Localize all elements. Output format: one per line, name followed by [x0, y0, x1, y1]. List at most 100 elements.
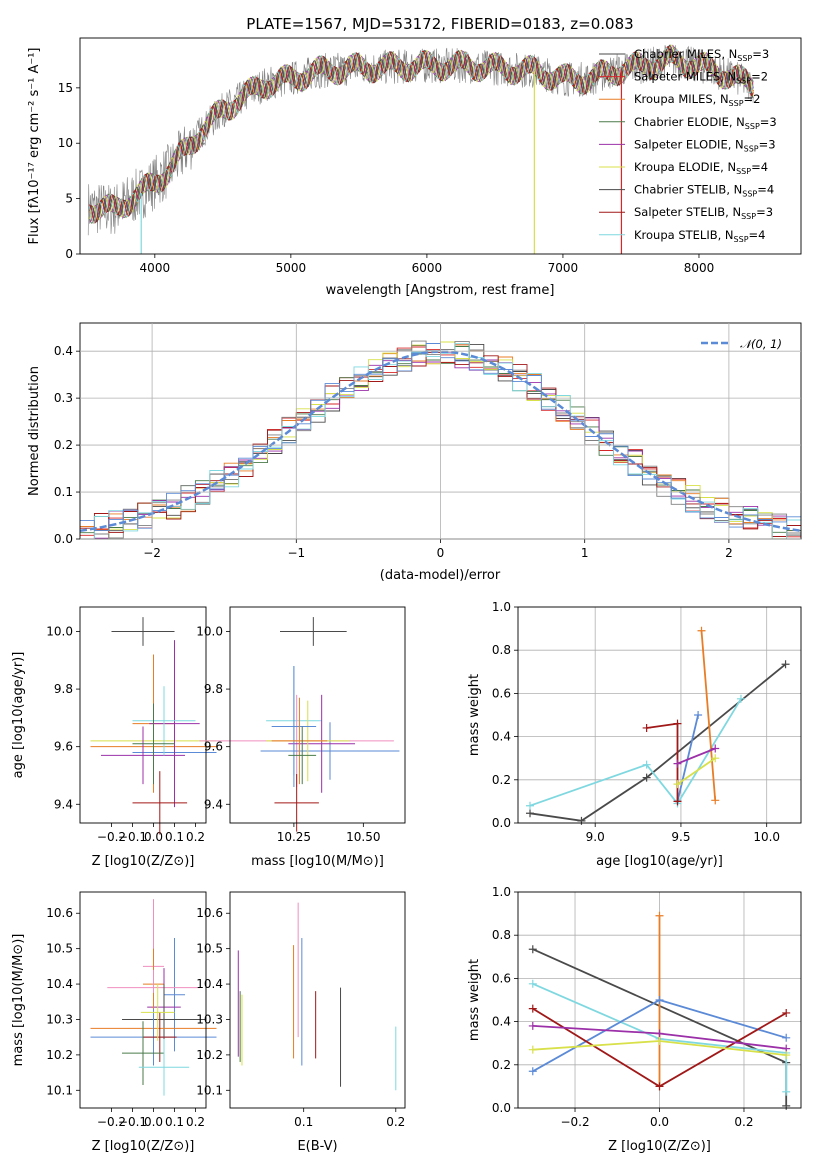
series-line-2	[700, 630, 717, 801]
model-spectrum-8	[89, 47, 754, 225]
legend-n: =3	[760, 115, 777, 129]
mass-vs-ebv-panel: 0.1 0.2 10.1 10.2 10.3 10.4 10.5 10.6 E(B-V)	[196, 891, 406, 1154]
age-vs-mass-panel-frame	[229, 606, 406, 824]
y-tick-label: 10.2	[46, 1048, 73, 1062]
y-tick-label: 9.6	[204, 740, 223, 754]
x-tick-label: 4000	[140, 261, 171, 275]
y-tick-label: 0.0	[54, 532, 73, 546]
y-tick-label: 10.5	[46, 942, 73, 956]
x-tick-label: 0.2	[386, 1115, 405, 1129]
x-tick-label: −0.1	[118, 1115, 147, 1129]
series-line-4	[646, 722, 679, 802]
series-line-3	[676, 714, 699, 802]
age-vs-mass-panel-xlabel: mass [log10(M/M⊙)]	[251, 854, 384, 869]
x-tick-label: 10.50	[346, 830, 380, 844]
legend-label-2: Kroupa MILES, NSSP=2	[634, 92, 760, 108]
legend-text: Salpeter MILES, N	[634, 70, 736, 84]
legend-sub: SSP	[744, 144, 759, 153]
weight-vs-Z-panel-xlabel: Z [log10(Z/Z⊙)]	[608, 1139, 711, 1154]
y-tick-label: 0.3	[54, 391, 73, 405]
y-tick-label: 0.2	[54, 438, 73, 452]
legend-n: =2	[744, 92, 761, 106]
series-marker-5	[528, 1021, 537, 1030]
weight-vs-Z-panel-frame	[517, 891, 802, 1109]
y-tick-label: 0.4	[54, 344, 73, 358]
series-marker-0	[781, 660, 790, 669]
series-marker-4	[673, 719, 682, 728]
x-tick-label: −0.2	[97, 830, 126, 844]
series-marker-3	[528, 1067, 537, 1076]
x-tick-label: 6000	[412, 261, 443, 275]
spectrum-panel: PLATE=1567, MJD=53172, FIBERID=0183, z=0…	[27, 15, 802, 298]
y-tick-label: 9.4	[204, 797, 223, 811]
series-marker-4	[782, 1008, 791, 1017]
legend-sub: SSP	[736, 167, 751, 176]
y-tick-label: 0.8	[492, 643, 511, 657]
weight-vs-age-panel-frame	[517, 606, 802, 824]
y-tick-label: 0.0	[492, 816, 511, 830]
weight-vs-Z-panel-ylabel: mass weight	[467, 959, 482, 1041]
x-tick-label: 7000	[548, 261, 579, 275]
legend-sub: SSP	[741, 212, 756, 221]
age-vs-mass-panel: 10.25 10.50 9.4 9.6 9.8 10.0 mass [log10(M/M⊙)…	[196, 606, 406, 869]
mass-vs-Z-panel-ylabel: mass [log10(M/M⊙)]	[11, 934, 26, 1067]
series-line-1	[532, 982, 788, 1092]
x-tick-label: 0.0	[144, 830, 163, 844]
legend-text: Salpeter STELIB, N	[634, 205, 741, 219]
series-marker-6	[711, 754, 720, 763]
series-marker-3	[694, 711, 703, 719]
y-tick-label: 0.2	[492, 773, 511, 787]
model-spectrum-6	[89, 44, 754, 223]
series-marker-3	[782, 1033, 791, 1042]
legend-n: =4	[749, 228, 766, 242]
legend-label-1: Salpeter MILES, NSSP=2	[634, 70, 768, 86]
series-marker-1	[526, 801, 535, 810]
x-tick-label: 10.25	[277, 830, 311, 844]
spectrum-frame	[79, 37, 802, 255]
histogram-ylabel: Normed distribution	[27, 366, 42, 496]
y-tick-label: 9.8	[204, 682, 223, 696]
legend-sub: SSP	[737, 54, 752, 63]
series-marker-6	[528, 1045, 537, 1054]
age-vs-Z-panel-frame	[79, 606, 207, 824]
x-tick-label: −2	[143, 546, 161, 560]
residual-histogram-panel: −2 −1 0 1 2 0.0 0.1 0.2 0.3 0.4 (data-model)/erro…	[27, 322, 802, 583]
y-tick-label: 9.4	[54, 797, 73, 811]
series-marker-4	[528, 1004, 537, 1013]
legend-text: Kroupa STELIB, N	[634, 228, 734, 242]
legend-sub: SSP	[736, 77, 751, 86]
y-tick-label: 0.6	[492, 971, 511, 985]
x-tick-label: 0	[437, 546, 445, 560]
y-tick-label: 10.3	[46, 1012, 73, 1026]
legend-label-4: Salpeter ELODIE, NSSP=3	[634, 137, 776, 153]
x-tick-label: 0.0	[650, 1115, 669, 1129]
series-marker-5	[673, 759, 682, 768]
x-tick-label: 0.1	[165, 830, 184, 844]
y-tick-label: 0.0	[492, 1101, 511, 1115]
x-tick-label: 8000	[684, 261, 715, 275]
x-tick-label: −1	[287, 546, 305, 560]
legend-n: =3	[756, 205, 773, 219]
y-tick-label: 9.6	[54, 740, 73, 754]
legend-sub: SSP	[734, 235, 749, 244]
series-marker-0	[577, 816, 586, 825]
x-tick-label: 0.0	[144, 1115, 163, 1129]
y-tick-label: 0	[65, 247, 73, 261]
x-tick-label: −0.2	[560, 1115, 589, 1129]
series-line-1	[529, 698, 742, 807]
legend-text: Chabrier STELIB, N	[634, 183, 742, 197]
y-tick-label: 10.6	[46, 906, 73, 920]
y-tick-label: 1.0	[492, 600, 511, 614]
histogram-legend: 𝒩(0, 1)	[701, 337, 782, 351]
legend-text: Salpeter ELODIE, N	[634, 137, 744, 151]
series-line-0	[529, 663, 787, 822]
y-tick-label: 0.6	[492, 686, 511, 700]
mass-vs-ebv-panel-frame	[229, 891, 406, 1109]
legend-label-6: Chabrier STELIB, NSSP=4	[634, 183, 774, 199]
weight-vs-age-panel-ylabel: mass weight	[467, 674, 482, 756]
y-tick-label: 10.0	[46, 624, 73, 638]
series-marker-0	[782, 1101, 791, 1110]
x-tick-label: 0.2	[186, 830, 205, 844]
y-tick-label: 1.0	[492, 885, 511, 899]
